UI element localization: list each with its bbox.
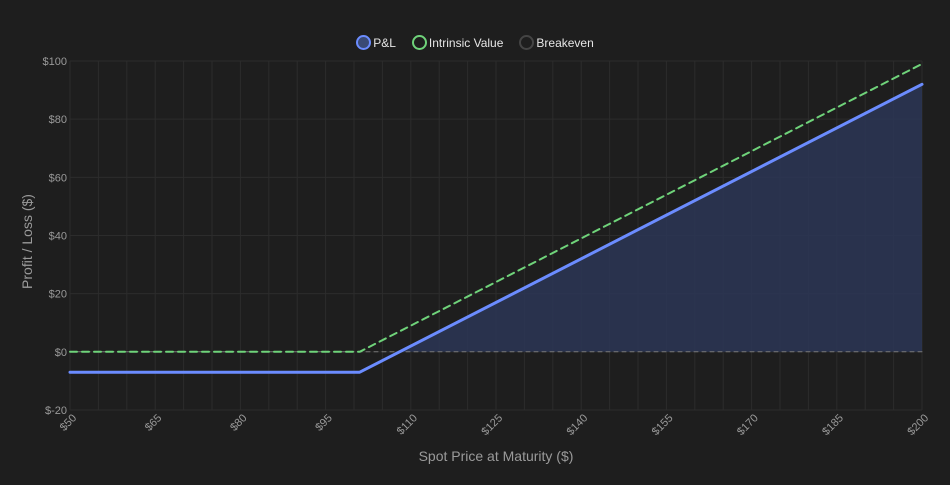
x-tick-label: $185	[820, 412, 846, 438]
x-axis-ticks: $50 $65 $80 $95 $110 $125 $140 $155 $170 $185 $200	[58, 412, 931, 438]
legend-item-breakeven[interactable]: Breakeven	[519, 35, 594, 50]
y-tick-label: $-20	[45, 405, 67, 417]
x-tick-label: $155	[650, 412, 676, 438]
x-tick-label: $65	[143, 412, 164, 433]
y-tick-label: $20	[49, 289, 67, 301]
legend-label-breakeven: Breakeven	[536, 35, 594, 50]
y-tick-label: $100	[43, 56, 67, 68]
legend-label-pnl: P&L	[373, 35, 396, 50]
legend-label-intrinsic-value: Intrinsic Value	[428, 35, 504, 50]
series-line-p-l	[68, 82, 924, 374]
y-tick-label: $0	[55, 347, 67, 359]
x-tick-label: $140	[565, 412, 591, 438]
series-line-intrinsic-value	[69, 62, 923, 353]
legend-swatch-pnl	[356, 35, 372, 50]
y-tick-label: $80	[49, 114, 67, 126]
legend-swatch-intrinsic-value	[411, 35, 427, 50]
x-tick-label: $95	[313, 412, 334, 433]
series-layer	[68, 62, 924, 374]
x-tick-label: $200	[905, 412, 931, 438]
x-tick-label: $80	[228, 412, 249, 433]
y-tick-label: $40	[49, 231, 67, 243]
x-tick-label: $110	[395, 412, 420, 437]
x-tick-label: $125	[479, 412, 505, 438]
legend-item-intrinsic-value[interactable]: Intrinsic Value	[411, 35, 504, 50]
y-axis-title: Profit / Loss ($)	[19, 194, 35, 289]
chart-legend: P&L Intrinsic Value Breakeven	[0, 35, 950, 50]
y-axis-ticks: $-20 $0 $20 $40 $60 $80 $100	[43, 56, 67, 417]
legend-item-pnl[interactable]: P&L	[356, 35, 396, 50]
x-axis-title: Spot Price at Maturity ($)	[419, 448, 574, 464]
legend-swatch-breakeven	[519, 35, 535, 50]
y-tick-label: $60	[49, 172, 67, 184]
x-tick-label: $170	[735, 412, 761, 438]
